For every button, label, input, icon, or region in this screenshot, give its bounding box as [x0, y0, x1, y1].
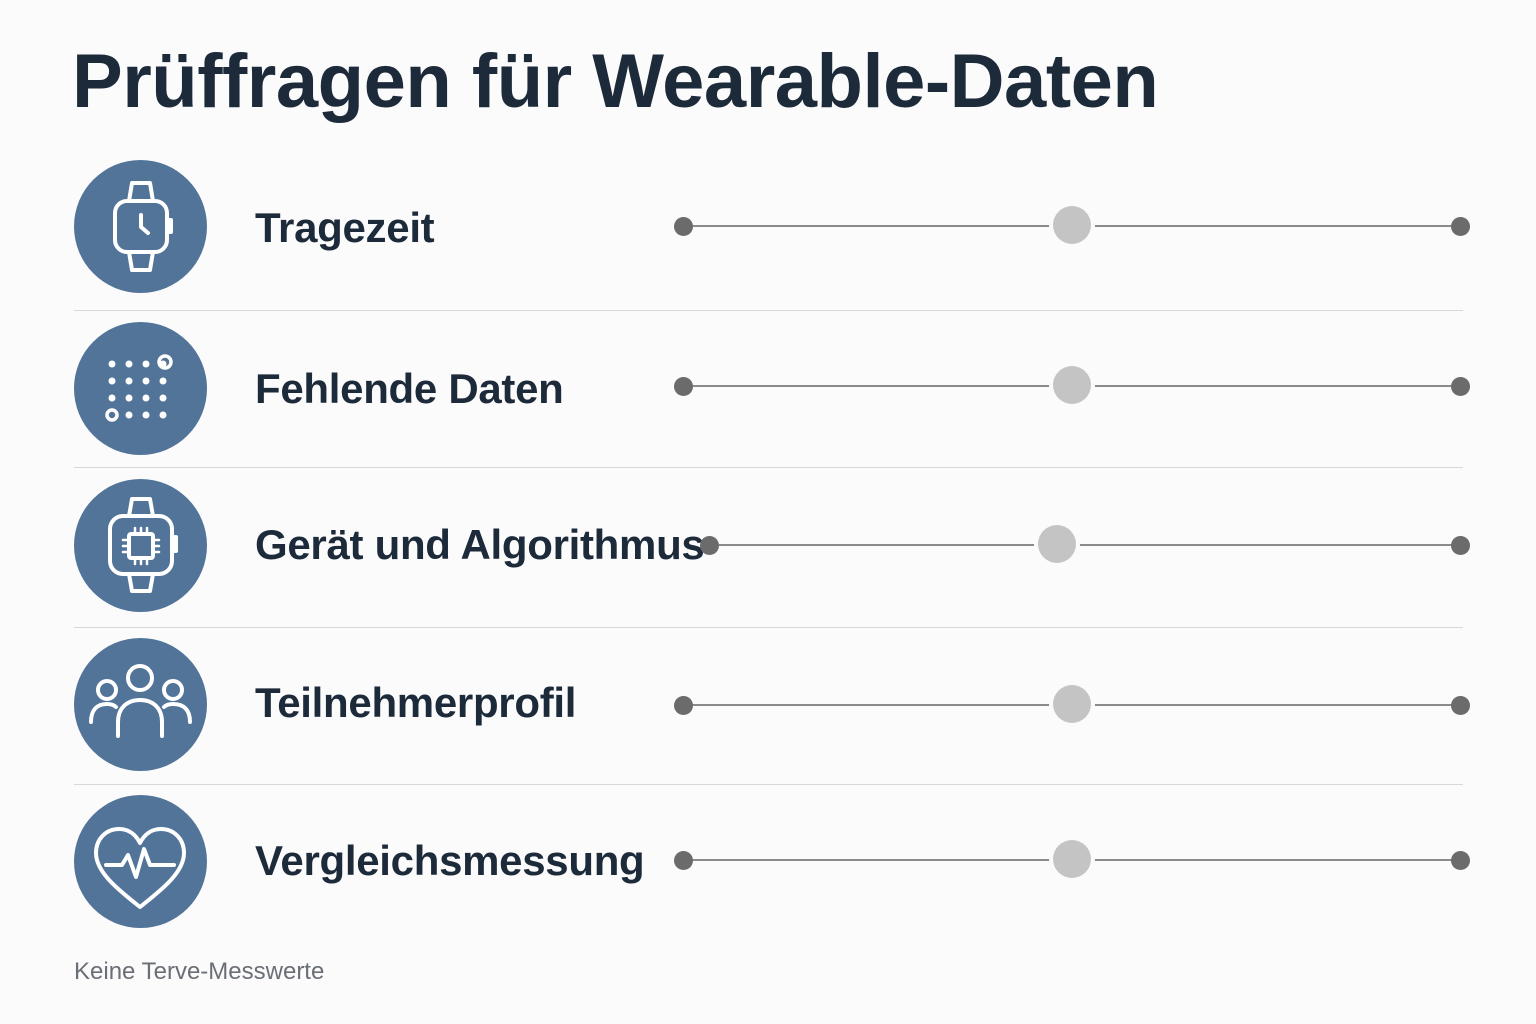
slider-knob[interactable]	[1053, 840, 1091, 878]
people-group-icon	[89, 664, 192, 738]
icon-badge	[74, 160, 207, 293]
row-divider	[74, 467, 1463, 468]
slider-end-dot	[1451, 217, 1470, 236]
slider-start-dot	[674, 851, 693, 870]
smartwatch-chip-icon	[108, 497, 178, 593]
slider-start-dot	[674, 696, 693, 715]
row-divider	[74, 310, 1463, 311]
icon-badge	[74, 479, 207, 612]
slider-knob[interactable]	[1053, 685, 1091, 723]
rating-slider[interactable]	[674, 206, 1470, 246]
slider-knob[interactable]	[1038, 525, 1076, 563]
slider-start-dot	[674, 217, 693, 236]
question-row-geraet-und-algorithmus: Gerät und Algorithmus	[0, 465, 1536, 625]
icon-badge	[74, 638, 207, 771]
slider-end-dot	[1451, 696, 1470, 715]
slider-knob[interactable]	[1053, 366, 1091, 404]
slider-start-dot	[674, 377, 693, 396]
rating-slider[interactable]	[674, 685, 1470, 725]
question-row-vergleichsmessung: Vergleichsmessung	[0, 780, 1536, 940]
icon-badge	[74, 795, 207, 928]
footnote: Keine Terve-Messwerte	[74, 958, 325, 985]
slider-end-dot	[1451, 851, 1470, 870]
slider-end-dot	[1451, 536, 1470, 555]
icon-badge	[74, 322, 207, 455]
rating-slider[interactable]	[700, 525, 1470, 565]
row-label: Fehlende Daten	[255, 365, 564, 412]
slider-start-dot	[700, 536, 719, 555]
slider-knob[interactable]	[1053, 206, 1091, 244]
row-label: Vergleichsmessung	[255, 837, 645, 884]
question-row-fehlende-daten: Fehlende Daten	[0, 305, 1536, 465]
row-label: Teilnehmerprofil	[255, 679, 577, 726]
row-divider	[74, 627, 1463, 628]
slider-end-dot	[1451, 377, 1470, 396]
question-row-tragezeit: Tragezeit	[0, 146, 1536, 306]
rating-slider[interactable]	[674, 366, 1470, 406]
slider-track	[710, 544, 1460, 546]
row-divider	[74, 784, 1463, 785]
question-row-teilnehmerprofil: Teilnehmerprofil	[0, 624, 1536, 784]
page-title: Prüffragen für Wearable-Daten	[72, 39, 1159, 124]
row-label: Gerät und Algorithmus	[255, 521, 705, 568]
heart-pulse-icon	[94, 827, 186, 909]
dot-grid-icon	[105, 354, 173, 422]
row-label: Tragezeit	[255, 204, 435, 251]
rating-slider[interactable]	[674, 840, 1470, 880]
smartwatch-icon	[113, 181, 173, 272]
